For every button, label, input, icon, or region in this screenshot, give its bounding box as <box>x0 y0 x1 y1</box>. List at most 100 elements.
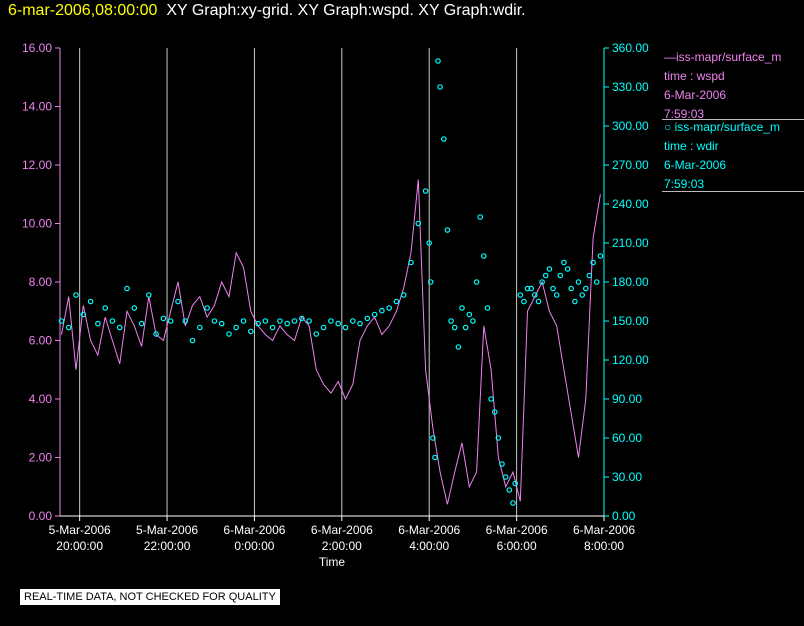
wdir-data-point <box>582 285 589 292</box>
x-tick-label-date: 6-Mar-2006 <box>398 523 460 537</box>
wdir-data-point <box>131 305 138 311</box>
wdir-data-point <box>528 285 535 292</box>
wdir-data-point <box>440 136 447 142</box>
y-left-tick-label: 10.00 <box>22 217 52 231</box>
graph-header: 6-mar-2006,08:00:00 XY Graph:xy-grid. XY… <box>8 2 526 20</box>
wspd-series-line <box>61 179 601 505</box>
wdir-data-point <box>248 328 254 335</box>
legend-field: time : wspd <box>664 69 725 83</box>
y-right-tick-label: 270.00 <box>612 158 649 172</box>
legend-time: 7:59:03 <box>664 177 705 191</box>
wdir-data-point <box>291 318 298 324</box>
graph-titles: XY Graph:xy-grid. XY Graph:wspd. XY Grap… <box>166 2 526 19</box>
x-tick-label-date: 6-Mar-2006 <box>311 523 373 537</box>
wdir-data-point <box>386 305 393 311</box>
wdir-data-point <box>480 253 487 259</box>
x-tick-label-time: 22:00:00 <box>144 539 191 553</box>
wdir-data-point <box>226 331 232 337</box>
x-axis-label: Time <box>319 555 346 569</box>
wdir-data-point <box>167 318 174 324</box>
x-tick-label-date: 5-Mar-2006 <box>136 523 198 537</box>
legend-series-name: iss-mapr/surface_m <box>674 120 780 134</box>
wdir-data-point <box>531 292 538 298</box>
wdir-data-point <box>153 331 159 337</box>
legend-point-swatch: ○ <box>664 120 675 134</box>
y-left-tick-label: 6.00 <box>29 334 53 348</box>
wdir-data-point <box>448 318 454 324</box>
wdir-data-point <box>284 320 291 327</box>
y-left-tick-label: 2.00 <box>29 451 53 465</box>
x-tick-label-time: 2:00:00 <box>322 539 362 553</box>
wdir-data-point <box>313 331 320 337</box>
y-right-tick-label: 300.00 <box>612 119 649 133</box>
wdir-data-point <box>328 318 334 324</box>
wdir-data-point <box>218 320 225 327</box>
wdir-data-point <box>437 84 443 90</box>
wdir-data-point <box>575 279 582 285</box>
y-left-tick-label: 12.00 <box>22 158 52 172</box>
y-right-tick-label: 150.00 <box>612 314 649 328</box>
x-tick-label-time: 0:00:00 <box>234 539 274 553</box>
wdir-data-point <box>590 259 596 266</box>
wdir-data-point <box>550 285 556 292</box>
wdir-data-point <box>138 320 145 327</box>
wdir-data-point <box>470 318 476 324</box>
y-right-tick-label: 360.00 <box>612 41 649 55</box>
x-tick-label-date: 5-Mar-2006 <box>49 523 111 537</box>
wdir-data-point <box>422 188 429 194</box>
legend-series-name: iss-mapr/surface_m <box>676 50 782 64</box>
wdir-data-point <box>124 285 130 292</box>
legend-date: 6-Mar-2006 <box>664 88 727 102</box>
wdir-data-point <box>277 318 283 324</box>
wdir-data-point <box>240 318 247 324</box>
legend-time: 7:59:03 <box>664 107 705 121</box>
y-right-tick-label: 120.00 <box>612 353 649 367</box>
wdir-data-point <box>477 214 484 220</box>
wdir-data-point <box>564 266 571 272</box>
wdir-data-point <box>466 311 473 318</box>
wdir-data-point <box>499 461 505 467</box>
legend-wdir: ○ iss-mapr/surface_m time : wdir 6-Mar-2… <box>664 118 804 194</box>
y-left-tick-label: 8.00 <box>29 275 53 289</box>
legend-field: time : wdir <box>664 139 719 153</box>
wdir-data-point <box>586 272 593 279</box>
wdir-data-point <box>593 279 600 285</box>
y-right-tick-label: 330.00 <box>612 80 649 94</box>
wdir-data-point <box>109 318 116 324</box>
wdir-data-point <box>262 318 269 324</box>
y-right-tick-label: 210.00 <box>612 236 649 250</box>
y-left-tick-label: 0.00 <box>29 509 53 523</box>
x-tick-label-date: 6-Mar-2006 <box>223 523 285 537</box>
wdir-data-point <box>427 279 434 285</box>
wdir-data-point <box>579 292 586 298</box>
timestamp-label: 6-mar-2006,08:00:00 <box>8 2 158 19</box>
wdir-data-point <box>211 318 218 324</box>
wdir-data-point <box>342 324 349 331</box>
wdir-data-point <box>557 272 564 279</box>
wdir-data-point <box>182 318 189 324</box>
wdir-data-point <box>459 305 465 311</box>
wdir-data-point <box>488 396 494 402</box>
wdir-data-point <box>65 324 72 331</box>
wdir-data-point <box>510 500 516 506</box>
wdir-data-point <box>572 298 578 305</box>
wdir-data-point <box>473 279 480 285</box>
wdir-data-point <box>146 292 152 298</box>
legend-wspd: —iss-mapr/surface_m time : wspd 6-Mar-20… <box>664 48 804 124</box>
y-left-tick-label: 14.00 <box>22 100 52 114</box>
wdir-data-point <box>189 337 196 344</box>
wdir-data-point <box>512 480 519 487</box>
wdir-data-point <box>298 315 305 322</box>
y-right-tick-label: 0.00 <box>612 509 636 523</box>
wdir-data-point <box>175 298 181 305</box>
x-tick-label-time: 4:00:00 <box>409 539 449 553</box>
wdir-data-point <box>160 315 167 322</box>
wdir-data-point <box>435 58 441 64</box>
wdir-data-point <box>568 285 575 292</box>
wdir-data-point <box>506 487 513 493</box>
wdir-data-point <box>393 298 400 305</box>
wdir-data-point <box>535 298 542 305</box>
wdir-data-point <box>561 259 567 266</box>
wdir-data-point <box>80 311 87 318</box>
